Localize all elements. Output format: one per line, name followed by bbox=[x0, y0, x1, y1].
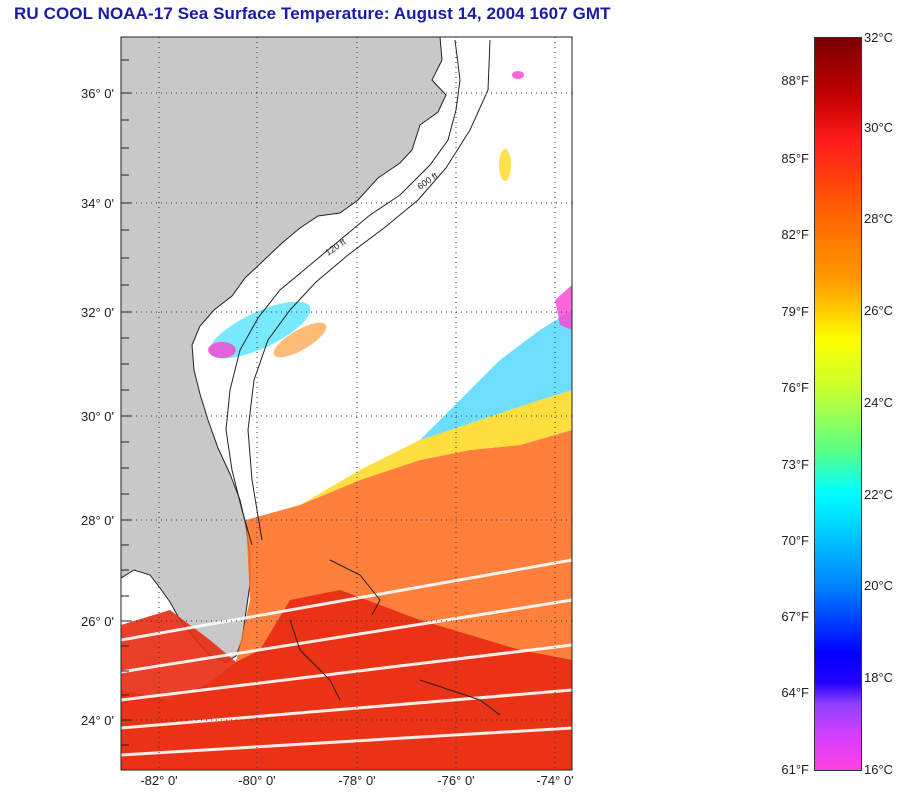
colorbar-f-70: 70°F bbox=[781, 533, 809, 548]
colorbar-c-28: 28°C bbox=[864, 211, 894, 226]
lat-label-36: 36° 0' bbox=[81, 86, 114, 101]
lat-label-28: 28° 0' bbox=[81, 513, 114, 528]
temperature-colorbar bbox=[814, 37, 862, 771]
colorbar-c-22: 22°C bbox=[864, 487, 894, 502]
colorbar-f-88: 88°F bbox=[781, 73, 809, 88]
colorbar-f-76: 76°F bbox=[781, 380, 809, 395]
colorbar-f-64: 64°F bbox=[781, 685, 809, 700]
cloud-streaks bbox=[121, 558, 572, 757]
lat-label-32: 32° 0' bbox=[81, 305, 114, 320]
contour-120ft bbox=[225, 39, 461, 546]
left-ticks bbox=[121, 59, 131, 746]
colorbar-f-79: 79°F bbox=[781, 304, 809, 319]
map-frame bbox=[120, 36, 573, 771]
lon-label-76: -76° 0' bbox=[437, 773, 475, 788]
lat-label-30: 30° 0' bbox=[81, 409, 114, 424]
colorbar-f-85: 85°F bbox=[781, 151, 809, 166]
lon-label-74: -74° 0' bbox=[536, 773, 574, 788]
sst-yellow-band bbox=[300, 390, 572, 505]
sst-magenta-patch bbox=[555, 285, 572, 330]
coastal-warm-patch bbox=[273, 322, 327, 358]
lat-label-24: 24° 0' bbox=[81, 713, 114, 728]
colorbar-c-30: 30°C bbox=[864, 120, 894, 135]
bahamas-islands bbox=[289, 559, 501, 716]
colorbar-c-26: 26°C bbox=[864, 303, 894, 318]
graticule bbox=[121, 37, 572, 770]
lon-label-78: -78° 0' bbox=[338, 773, 376, 788]
sst-scatter-patch bbox=[499, 149, 511, 181]
colorbar-c-16: 16°C bbox=[864, 762, 894, 777]
colorbar-f-67: 67°F bbox=[781, 609, 809, 624]
colorbar-c-18: 18°C bbox=[864, 670, 894, 685]
colorbar-f-61: 61°F bbox=[781, 762, 809, 777]
colorbar-f-73: 73°F bbox=[781, 457, 809, 472]
lon-label-80: -80° 0' bbox=[238, 773, 276, 788]
lat-label-34: 34° 0' bbox=[81, 196, 114, 211]
sst-hot-region bbox=[121, 590, 572, 770]
coastal-magenta-patch bbox=[208, 342, 236, 358]
map-title: RU COOL NOAA-17 Sea Surface Temperature:… bbox=[14, 4, 611, 23]
colorbar-c-24: 24°C bbox=[864, 395, 894, 410]
lon-label-82: -82° 0' bbox=[140, 773, 178, 788]
colorbar-f-82: 82°F bbox=[781, 227, 809, 242]
colorbar-c-20: 20°C bbox=[864, 578, 894, 593]
lat-label-26: 26° 0' bbox=[81, 614, 114, 629]
contour-600ft bbox=[247, 39, 491, 541]
colorbar-c-32: 32°C bbox=[864, 30, 894, 45]
sst-cool-band bbox=[420, 310, 572, 440]
sst-scatter-patch-2 bbox=[512, 71, 524, 79]
